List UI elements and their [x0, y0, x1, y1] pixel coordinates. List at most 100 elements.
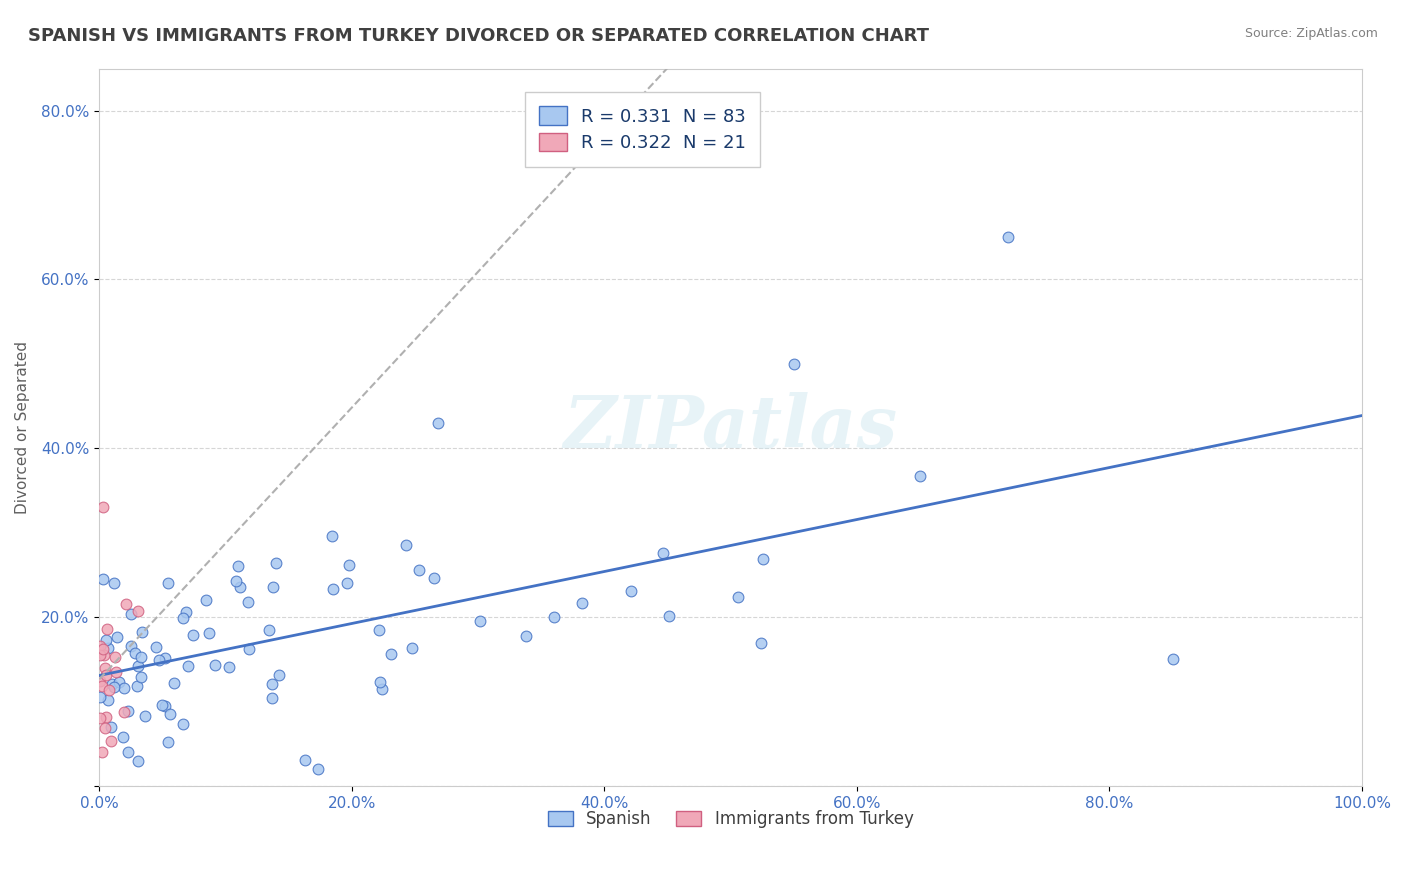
Point [94, 632, 117, 647]
Point [89, 690, 111, 704]
Point [163, 675, 186, 690]
Point [100, 733, 122, 747]
Point [236, 595, 259, 609]
Point [145, 640, 167, 655]
Point [115, 597, 138, 611]
Point [752, 552, 775, 566]
Point [100, 721, 122, 735]
Point [111, 730, 134, 744]
Point [401, 640, 423, 655]
Point [91, 572, 114, 586]
Point [105, 630, 128, 644]
Point [322, 582, 344, 597]
Point [321, 529, 343, 543]
Point [395, 538, 418, 552]
Point [134, 709, 156, 723]
Point [117, 745, 139, 759]
Point [129, 650, 152, 665]
Point [89, 673, 111, 688]
Point [157, 735, 180, 749]
Point [127, 659, 149, 673]
Point [90, 679, 112, 693]
Point [124, 646, 146, 660]
Point [172, 717, 194, 731]
Point [94, 661, 117, 675]
Point [127, 755, 149, 769]
Point [174, 605, 197, 619]
Point [93, 648, 115, 662]
Point [112, 681, 135, 695]
Point [1161, 652, 1184, 666]
Point [749, 635, 772, 649]
Point [112, 705, 135, 719]
Point [96, 622, 118, 636]
Point [997, 230, 1019, 244]
Point [337, 558, 360, 572]
Point [367, 623, 389, 637]
Point [97, 693, 120, 707]
Point [157, 576, 180, 591]
Y-axis label: Divorced or Separated: Divorced or Separated [15, 341, 30, 514]
Point [91, 642, 114, 657]
Point [238, 641, 260, 656]
Point [96, 667, 118, 681]
Text: Source: ZipAtlas.com: Source: ZipAtlas.com [1244, 27, 1378, 40]
Point [229, 580, 252, 594]
Point [91, 745, 114, 759]
Point [172, 611, 194, 625]
Point [104, 665, 127, 680]
Point [96, 710, 118, 724]
Point [225, 574, 247, 588]
Point [267, 668, 290, 682]
Text: ZIPatlas: ZIPatlas [564, 392, 897, 463]
Point [153, 698, 176, 713]
Point [150, 698, 173, 712]
Point [148, 653, 170, 667]
Point [89, 648, 111, 662]
Point [783, 357, 806, 371]
Text: SPANISH VS IMMIGRANTS FROM TURKEY DIVORCED OR SEPARATED CORRELATION CHART: SPANISH VS IMMIGRANTS FROM TURKEY DIVORC… [28, 27, 929, 45]
Point [97, 640, 120, 655]
Point [408, 563, 430, 577]
Point [658, 608, 681, 623]
Point [336, 576, 359, 591]
Point [228, 559, 250, 574]
Point [571, 596, 593, 610]
Point [260, 676, 283, 690]
Point [129, 670, 152, 684]
Point [470, 614, 492, 628]
Point [127, 679, 149, 693]
Point [204, 657, 226, 672]
Point [101, 677, 124, 691]
Point [107, 675, 129, 690]
Point [97, 683, 120, 698]
Point [422, 571, 444, 585]
Point [543, 609, 565, 624]
Point [181, 628, 204, 642]
Point [368, 675, 391, 690]
Point [307, 762, 329, 776]
Point [515, 629, 537, 643]
Point [266, 556, 288, 570]
Point [727, 591, 749, 605]
Point [91, 500, 114, 515]
Point [120, 639, 142, 653]
Point [262, 580, 284, 594]
Point [380, 647, 402, 661]
Point [294, 753, 316, 767]
Point [103, 681, 125, 695]
Point [127, 604, 149, 618]
Point [120, 607, 142, 621]
Point [131, 625, 153, 640]
Point [159, 706, 181, 721]
Point [259, 623, 281, 637]
Point [89, 711, 111, 725]
Point [94, 722, 117, 736]
Point [371, 681, 394, 696]
Point [198, 625, 221, 640]
Point [104, 650, 127, 665]
Point [651, 546, 673, 560]
Point [426, 416, 449, 430]
Point [908, 468, 931, 483]
Point [620, 583, 643, 598]
